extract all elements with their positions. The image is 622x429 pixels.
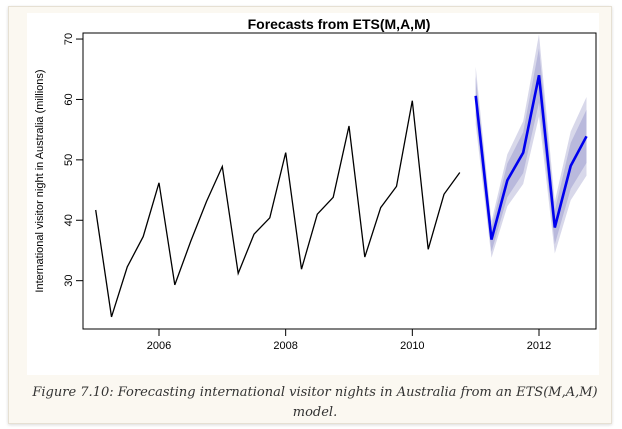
observed-series-line xyxy=(95,100,461,318)
x-tick-label: 2012 xyxy=(527,340,551,352)
forecast-series-line xyxy=(474,75,588,240)
x-axis: 2006 2008 2010 2012 xyxy=(147,328,551,352)
figure: Forecasts from ETS(M,A,M) International … xyxy=(8,6,612,424)
interval-95-band xyxy=(475,34,587,258)
interval-80-band xyxy=(475,48,587,252)
y-tick-label: 60 xyxy=(63,93,75,105)
x-tick-label: 2006 xyxy=(147,340,171,352)
y-tick-label: 50 xyxy=(63,154,75,166)
chart-area: Forecasts from ETS(M,A,M) International … xyxy=(27,13,599,375)
chart-title: Forecasts from ETS(M,A,M) xyxy=(248,16,431,32)
y-axis-label: International visitor night in Australia… xyxy=(34,69,46,292)
x-tick-label: 2010 xyxy=(400,340,424,352)
figure-caption: Figure 7.10: Forecasting international v… xyxy=(32,385,598,420)
y-tick-label: 30 xyxy=(63,275,75,287)
y-tick-label: 70 xyxy=(63,33,75,45)
forecast-chart: Forecasts from ETS(M,A,M) International … xyxy=(34,16,597,352)
y-axis: 30 40 50 60 70 xyxy=(63,33,84,287)
series-lines xyxy=(95,75,588,318)
x-tick-label: 2008 xyxy=(273,340,297,352)
y-tick-label: 40 xyxy=(63,214,75,226)
prediction-intervals xyxy=(475,34,587,258)
